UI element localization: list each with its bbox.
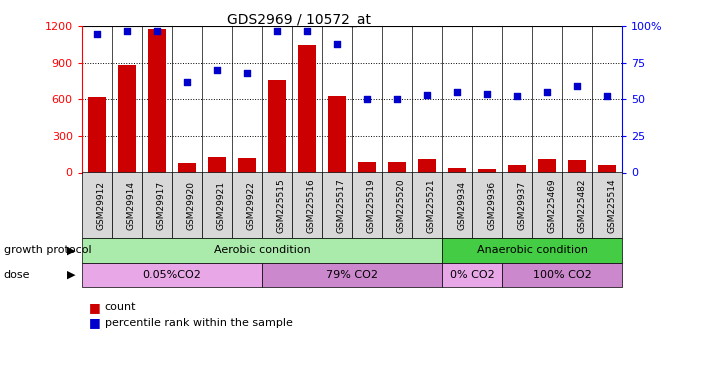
Bar	[418, 159, 436, 172]
Text: GSM29937: GSM29937	[517, 181, 526, 230]
Bar	[568, 160, 586, 172]
Text: GSM225517: GSM225517	[337, 178, 346, 232]
Text: GSM29922: GSM29922	[247, 181, 256, 230]
Text: Aerobic condition: Aerobic condition	[213, 245, 310, 255]
Bar	[268, 80, 286, 172]
Bar	[238, 158, 256, 172]
Text: GSM225521: GSM225521	[427, 178, 436, 232]
Point	[241, 70, 252, 76]
Text: GSM225519: GSM225519	[367, 178, 376, 232]
Point	[391, 96, 402, 102]
Point	[481, 90, 493, 96]
Point	[602, 93, 613, 99]
Bar	[118, 65, 136, 172]
Text: GSM29921: GSM29921	[217, 181, 226, 230]
Text: 0% CO2: 0% CO2	[449, 270, 494, 280]
Text: growth protocol: growth protocol	[4, 245, 91, 255]
Bar	[598, 165, 616, 172]
Text: GSM29920: GSM29920	[187, 181, 196, 230]
Bar	[478, 169, 496, 172]
Bar	[328, 96, 346, 172]
Bar	[538, 159, 556, 172]
Text: GSM29914: GSM29914	[127, 181, 136, 230]
Bar	[508, 165, 526, 172]
Point	[572, 83, 583, 89]
Text: ■: ■	[89, 301, 101, 314]
Text: GSM29936: GSM29936	[487, 181, 496, 230]
Bar	[388, 162, 406, 172]
Point	[422, 92, 433, 98]
Text: GSM29912: GSM29912	[97, 181, 106, 230]
Text: GSM225469: GSM225469	[547, 178, 556, 232]
Text: ▶: ▶	[67, 270, 75, 280]
Point	[511, 93, 523, 99]
Text: 0.05%CO2: 0.05%CO2	[142, 270, 201, 280]
Bar	[208, 157, 226, 172]
Text: GSM225516: GSM225516	[307, 178, 316, 232]
Text: 79% CO2: 79% CO2	[326, 270, 378, 280]
Point	[91, 31, 102, 37]
Point	[121, 28, 132, 34]
Text: count: count	[105, 303, 136, 312]
Bar	[87, 97, 106, 172]
Bar	[178, 164, 196, 172]
Text: dose: dose	[4, 270, 30, 280]
Point	[451, 89, 463, 95]
Point	[301, 28, 313, 34]
Text: ▶: ▶	[67, 245, 75, 255]
Text: GDS2969 / 10572_at: GDS2969 / 10572_at	[227, 13, 370, 27]
Text: GSM225520: GSM225520	[397, 178, 406, 232]
Text: percentile rank within the sample: percentile rank within the sample	[105, 318, 292, 327]
Point	[181, 79, 193, 85]
Point	[151, 28, 163, 34]
Text: GSM225482: GSM225482	[577, 178, 586, 232]
Bar	[358, 162, 376, 172]
Bar	[448, 168, 466, 172]
Text: 100% CO2: 100% CO2	[533, 270, 592, 280]
Text: GSM225514: GSM225514	[607, 178, 616, 232]
Point	[361, 96, 373, 102]
Text: GSM225515: GSM225515	[277, 178, 286, 232]
Text: GSM29917: GSM29917	[157, 181, 166, 230]
Point	[271, 28, 282, 34]
Point	[211, 67, 223, 73]
Text: ■: ■	[89, 316, 101, 329]
Point	[541, 89, 552, 95]
Bar	[298, 45, 316, 172]
Text: Anaerobic condition: Anaerobic condition	[476, 245, 587, 255]
Bar	[148, 29, 166, 172]
Text: GSM29934: GSM29934	[457, 181, 466, 230]
Point	[331, 41, 343, 47]
